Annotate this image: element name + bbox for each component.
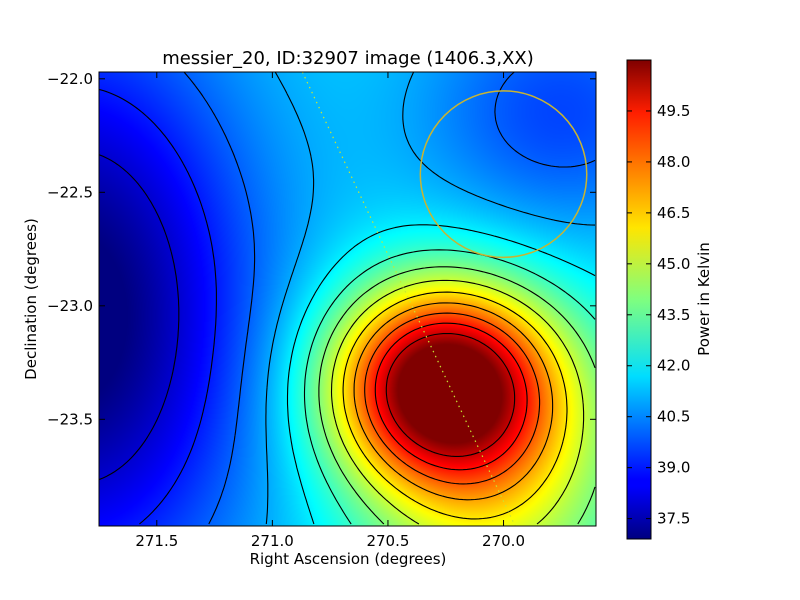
y-tick-label: −23.0 bbox=[47, 297, 93, 315]
heatmap-image bbox=[99, 72, 596, 526]
colorbar-tick-label: 42.0 bbox=[657, 357, 690, 375]
colorbar-tick-label: 37.5 bbox=[657, 510, 690, 528]
colorbar-label: Power in Kelvin bbox=[695, 242, 713, 356]
y-tick-label: −23.5 bbox=[47, 410, 93, 428]
x-axis-label: Right Ascension (degrees) bbox=[250, 550, 447, 568]
contour-level-45 bbox=[330, 279, 585, 525]
colorbar-gradient bbox=[627, 60, 651, 539]
contour-level-38 bbox=[99, 154, 180, 481]
contour-level-39 bbox=[99, 88, 217, 525]
contour-level-43 bbox=[303, 249, 596, 525]
plot-frame bbox=[98, 71, 597, 527]
y-axis-label: Declination (degrees) bbox=[22, 218, 40, 380]
contour-level-46 bbox=[342, 291, 568, 520]
colorbar-tick-label: 49.5 bbox=[657, 102, 690, 120]
x-axis-ticks: 271.5 271.0 270.5 270.0 bbox=[135, 72, 525, 550]
colorbar-ticks: 37.5 39.0 40.5 42.0 43.5 45.0 46.5 48.0 49.5 bbox=[627, 102, 690, 528]
colorbar-tick-label: 48.0 bbox=[657, 153, 690, 171]
colorbar-tick-label: 45.0 bbox=[657, 255, 690, 273]
colorbar-tick-label: 40.5 bbox=[657, 408, 690, 426]
x-tick-label: 270.5 bbox=[366, 532, 409, 550]
contour-level-50 bbox=[385, 332, 516, 457]
contour-level-49 bbox=[374, 322, 528, 471]
contour-level-47 bbox=[353, 302, 554, 501]
x-tick-label: 271.5 bbox=[135, 532, 178, 550]
contour-level-48 bbox=[364, 312, 541, 485]
plot-area bbox=[98, 71, 597, 527]
contour-level-42 bbox=[286, 224, 596, 525]
contour-lines bbox=[99, 72, 596, 525]
overlay-circle bbox=[419, 90, 588, 259]
contour-level-41 bbox=[265, 72, 596, 525]
colorbar-tick-label: 43.5 bbox=[657, 306, 690, 324]
colorbar: 37.5 39.0 40.5 42.0 43.5 45.0 46.5 48.0 49.5 Pow… bbox=[626, 59, 713, 540]
x-tick-label: 271.0 bbox=[251, 532, 294, 550]
x-tick-label: 270.0 bbox=[482, 532, 525, 550]
contour-level-44 bbox=[318, 266, 596, 525]
contour-level-40 bbox=[183, 72, 596, 525]
y-axis-ticks: −22.0 −22.5 −23.0 −23.5 bbox=[47, 70, 596, 428]
y-tick-label: −22.0 bbox=[47, 70, 93, 88]
chart-title: messier_20, ID:32907 image (1406.3,XX) bbox=[162, 48, 534, 69]
colorbar-frame bbox=[626, 59, 652, 540]
overlays bbox=[301, 72, 588, 526]
colorbar-tick-label: 46.5 bbox=[657, 204, 690, 222]
y-tick-label: −22.5 bbox=[47, 183, 93, 201]
overlay-dotted-line bbox=[301, 72, 516, 526]
colorbar-tick-label: 39.0 bbox=[657, 459, 690, 477]
